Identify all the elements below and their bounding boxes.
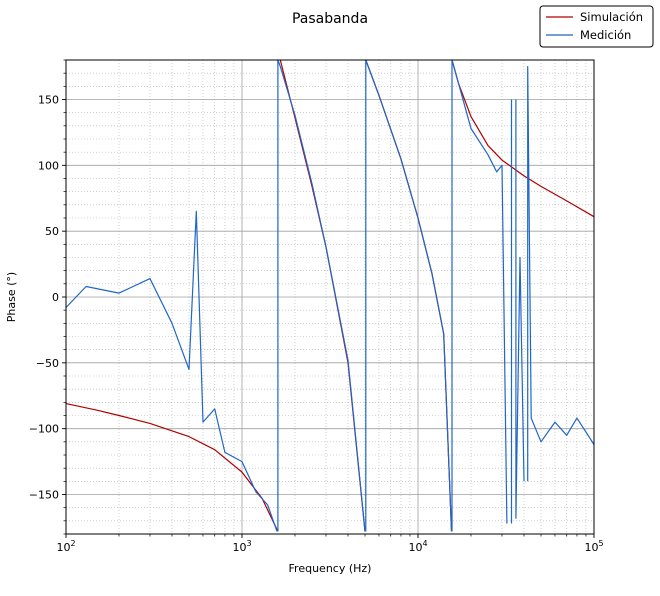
axis-ticks bbox=[62, 59, 595, 538]
y-axis-label: Phase (°) bbox=[5, 272, 18, 322]
y-tick-label: −150 bbox=[29, 489, 59, 502]
y-tick-label: 150 bbox=[38, 94, 59, 107]
legend-box bbox=[539, 5, 654, 48]
y-tick-label: 50 bbox=[45, 225, 59, 238]
y-tick-label: 100 bbox=[38, 159, 59, 172]
legend: Simulación Medición bbox=[539, 5, 654, 48]
series-layer bbox=[65, 59, 595, 532]
x-tick-label: 104 bbox=[408, 539, 427, 554]
legend-label-medicion: Medición bbox=[580, 28, 631, 42]
series-line-medicion bbox=[65, 59, 595, 532]
y-tick-label: 0 bbox=[52, 291, 59, 304]
x-tick-label: 103 bbox=[232, 539, 251, 554]
x-tick-label: 105 bbox=[584, 539, 603, 554]
x-tick-label: 102 bbox=[56, 539, 75, 554]
x-axis-label: Frequency (Hz) bbox=[289, 562, 372, 575]
tick-labels: 102 103 104 105 −150 −100 −50 0 50 100 150 bbox=[29, 94, 604, 555]
y-tick-label: −50 bbox=[36, 357, 59, 370]
y-tick-label: −100 bbox=[29, 423, 59, 436]
chart-title: Pasabanda bbox=[292, 11, 368, 27]
legend-label-simulacion: Simulación bbox=[580, 10, 643, 24]
